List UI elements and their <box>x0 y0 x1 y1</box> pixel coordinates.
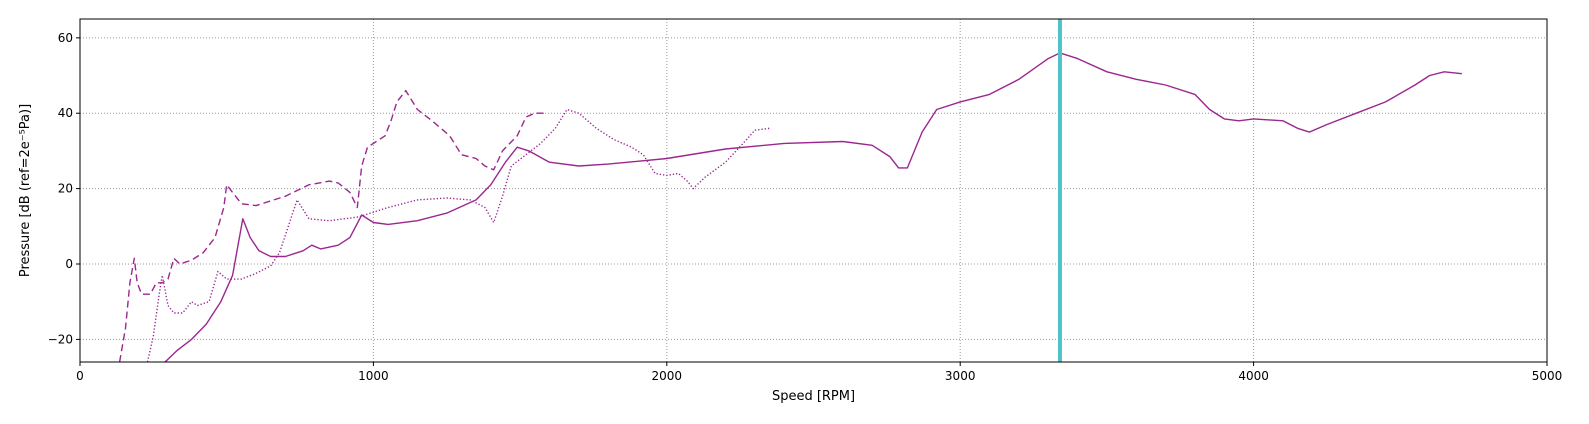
x-tick-label: 4000 <box>1238 369 1269 383</box>
x-tick-label: 0 <box>76 369 84 383</box>
series-line-dotted <box>146 108 770 362</box>
y-tick-label: 0 <box>65 257 73 271</box>
x-tick-label: 1000 <box>358 369 389 383</box>
grid <box>79 19 1548 362</box>
x-axis-ticks: 0 1000 2000 3000 4000 5000 <box>76 362 1562 383</box>
y-tick-label: 20 <box>58 182 73 196</box>
x-tick-label: 3000 <box>945 369 976 383</box>
y-tick-label: −20 <box>48 332 73 346</box>
y-tick-label: 40 <box>58 106 73 120</box>
y-axis-label: Pressure [dB (ref=2e⁻⁵Pa)] <box>18 104 33 277</box>
x-tick-label: 2000 <box>652 369 683 383</box>
y-tick-label: 60 <box>58 31 73 45</box>
series-group <box>118 52 1462 362</box>
y-axis-ticks: −20 0 20 40 60 <box>48 31 80 346</box>
plot-frame <box>79 18 1548 363</box>
series-line-dashed <box>118 89 544 362</box>
series-line-solid <box>164 52 1462 362</box>
x-axis-label: Speed [RPM] <box>772 389 855 404</box>
x-tick-label: 5000 <box>1532 369 1563 383</box>
